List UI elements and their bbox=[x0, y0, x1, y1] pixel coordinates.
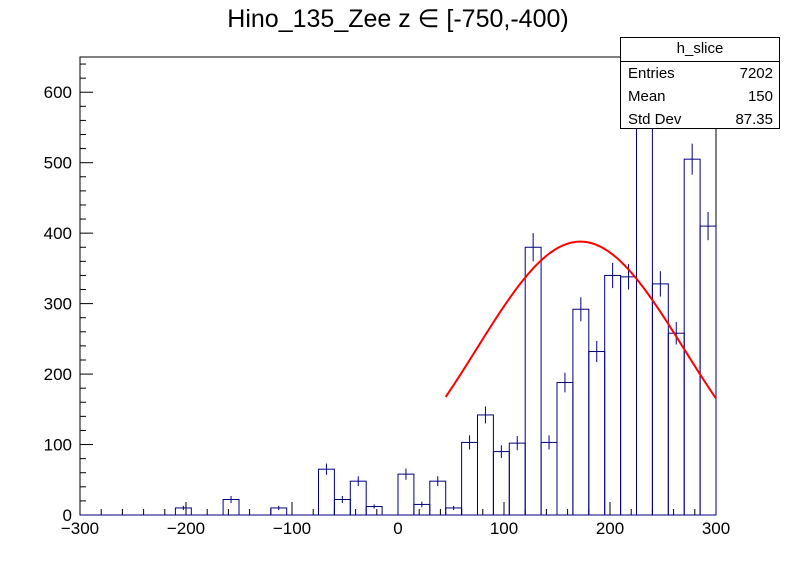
histogram-bar bbox=[429, 480, 447, 516]
histogram-bar bbox=[349, 480, 367, 516]
histogram-bar bbox=[604, 274, 622, 516]
stats-value: 87.35 bbox=[735, 111, 773, 128]
histogram-bar bbox=[540, 441, 558, 516]
y-tick-label: 300 bbox=[44, 295, 72, 314]
histogram-bar bbox=[461, 441, 479, 516]
chart-title: Hino_135_Zee z ∈ [-750,-400) bbox=[227, 5, 569, 33]
stats-label: Mean bbox=[628, 88, 666, 105]
stats-value: 150 bbox=[747, 88, 773, 105]
y-tick-label: 400 bbox=[44, 224, 72, 243]
x-tick-label: −300 bbox=[61, 519, 99, 538]
histogram-bar bbox=[492, 451, 510, 516]
histogram-bar bbox=[397, 473, 415, 516]
histogram-bar bbox=[318, 468, 335, 516]
y-tick-label: 200 bbox=[44, 365, 72, 384]
histogram-bar bbox=[636, 97, 653, 516]
y-tick-label: 500 bbox=[44, 154, 72, 173]
y-tick-label: 600 bbox=[44, 83, 72, 102]
histogram-bar bbox=[620, 276, 637, 516]
stats-box-title: h_slice bbox=[621, 38, 779, 62]
histogram-bar bbox=[556, 382, 574, 516]
tick-labels: −300 −200 −100 0 100 200 300 0 100 200 300 400 500 60… bbox=[44, 83, 731, 538]
fit-curve bbox=[444, 240, 717, 400]
y-tick-label: 100 bbox=[44, 436, 72, 455]
stats-row-stddev: Std Dev 87.35 bbox=[621, 108, 779, 131]
x-tick-label: 300 bbox=[702, 519, 730, 538]
stats-row-mean: Mean 150 bbox=[621, 85, 779, 108]
x-tick-label: −100 bbox=[273, 519, 311, 538]
histogram-bars bbox=[80, 97, 717, 516]
stats-value: 7202 bbox=[739, 65, 773, 82]
histogram-bar bbox=[508, 442, 526, 516]
error-bars bbox=[182, 80, 709, 511]
y-tick-label: 0 bbox=[63, 506, 72, 525]
stats-label: Entries bbox=[628, 65, 675, 82]
histogram-bar bbox=[667, 332, 685, 516]
x-tick-label: 0 bbox=[393, 519, 402, 538]
histogram-bar bbox=[572, 308, 590, 516]
histogram-bar bbox=[699, 225, 717, 516]
histogram-bar bbox=[588, 351, 606, 516]
stats-box: h_slice Entries 7202 Mean 150 Std Dev 87… bbox=[620, 37, 780, 129]
histogram-bar bbox=[683, 158, 701, 516]
x-tick-label: 100 bbox=[490, 519, 518, 538]
x-tick-label: −200 bbox=[167, 519, 205, 538]
histogram-bar bbox=[477, 414, 494, 516]
x-tick-label: 200 bbox=[596, 519, 624, 538]
histogram-bar bbox=[524, 246, 542, 516]
stats-label: Std Dev bbox=[628, 111, 682, 128]
stats-row-entries: Entries 7202 bbox=[621, 62, 779, 85]
